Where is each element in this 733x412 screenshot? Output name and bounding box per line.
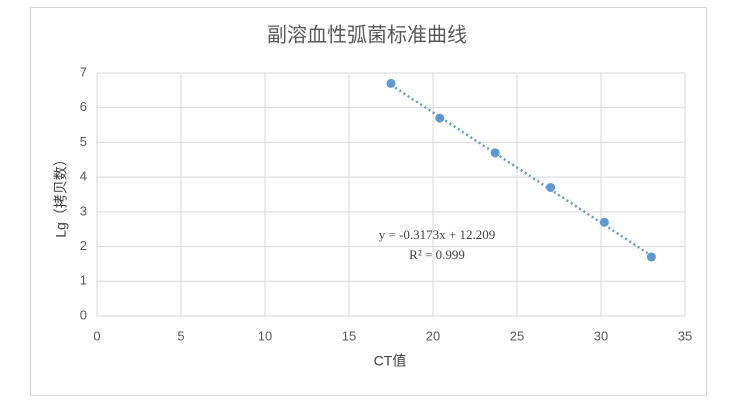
x-tick-label: 5 [177, 328, 184, 343]
y-axis-label: Lg（拷贝数） [53, 152, 69, 238]
data-point [490, 148, 500, 158]
x-axis-label: CT值 [374, 353, 407, 369]
x-tick-label: 20 [426, 328, 440, 343]
y-tick-label: 7 [80, 64, 87, 79]
trendline [390, 83, 653, 257]
data-point [599, 217, 609, 227]
data-point [546, 183, 556, 193]
chart-border [30, 7, 707, 396]
chart-title: 副溶血性弧菌标准曲线 [267, 23, 467, 46]
y-tick-label: 1 [80, 273, 87, 288]
y-tick-label: 2 [80, 238, 87, 253]
y-tick-label: 5 [80, 134, 87, 149]
data-point [435, 113, 445, 123]
y-tick-label: 3 [80, 203, 87, 218]
x-tick-label: 35 [678, 328, 692, 343]
x-tick-label: 30 [594, 328, 608, 343]
x-tick-label: 10 [258, 328, 272, 343]
y-tick-label: 0 [80, 307, 87, 322]
trendline-r2: R² = 0.999 [409, 247, 465, 262]
x-tick-label: 25 [510, 328, 524, 343]
trendline-equation: y = -0.3173x + 12.209 [379, 227, 496, 242]
data-point [386, 78, 396, 88]
y-tick-label: 4 [80, 169, 87, 184]
x-tick-label: 15 [342, 328, 356, 343]
x-tick-label: 0 [93, 328, 100, 343]
y-tick-label: 6 [80, 99, 87, 114]
data-point [646, 252, 656, 262]
